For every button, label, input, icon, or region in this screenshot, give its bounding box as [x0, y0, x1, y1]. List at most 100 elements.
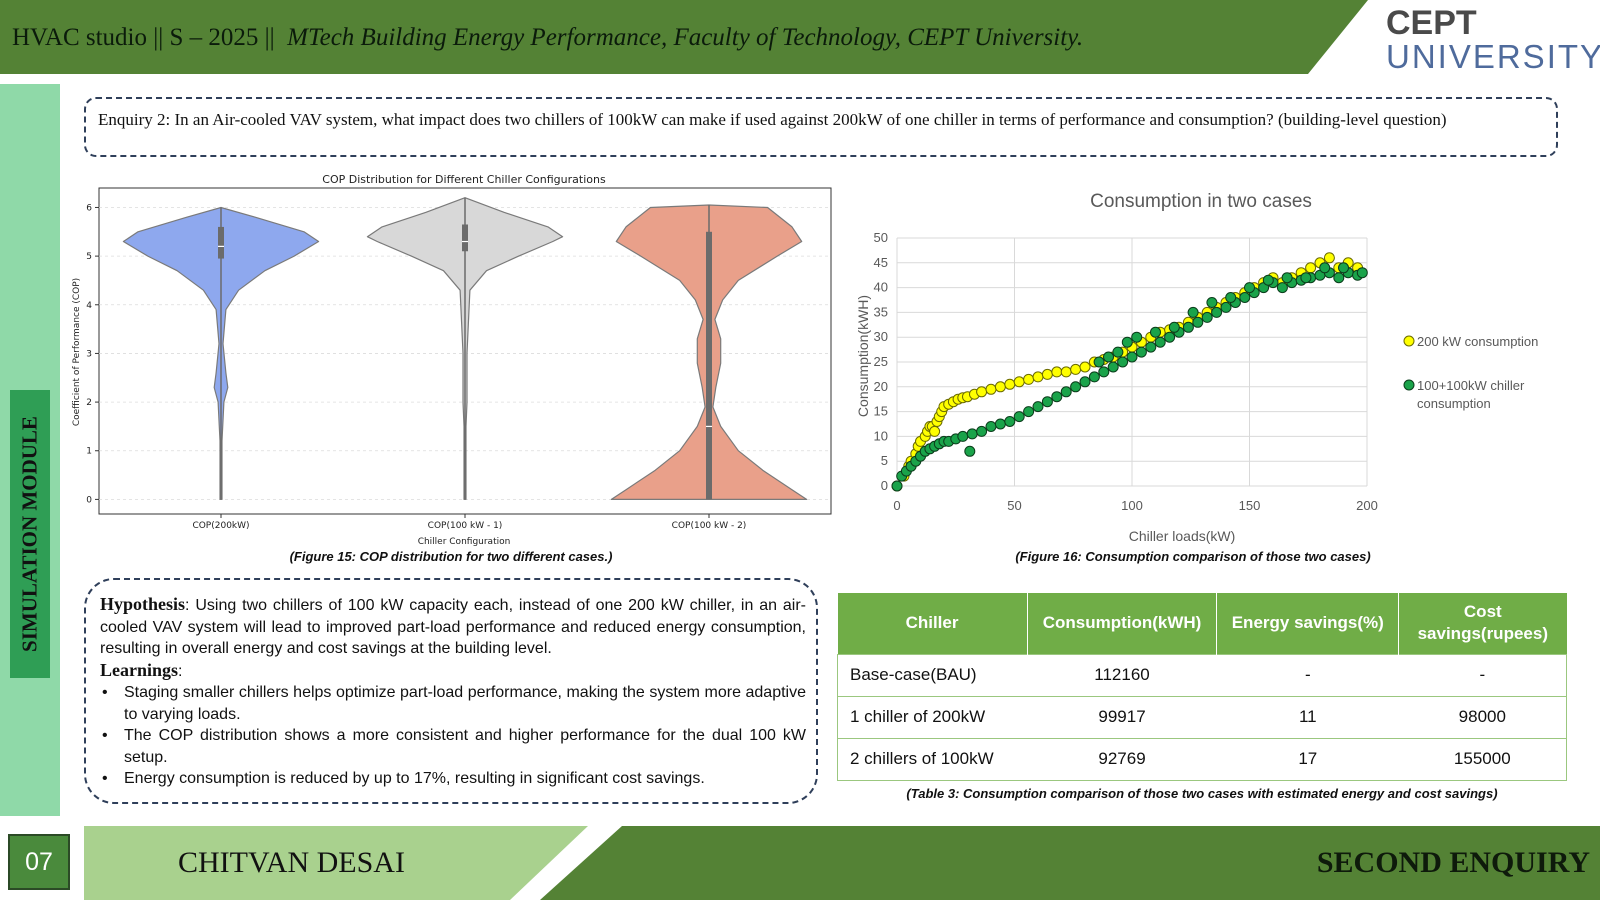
scatter-point-100kw [1168, 321, 1180, 333]
scatter-point-100kw [1103, 351, 1114, 363]
scatter-point-100kw [1004, 416, 1016, 427]
violin-y-axis-label: Coefficient of Performance (COP) [72, 278, 82, 426]
learnings-colon: : [178, 662, 183, 680]
violin-bodies [122, 197, 808, 500]
scatter-point-100kw [1356, 267, 1368, 279]
table-cell: - [1398, 653, 1567, 697]
scatter-x-tick-label: 100 [1121, 498, 1143, 513]
scatter-y-tick-label: 30 [874, 329, 888, 344]
scatter-point-200kw [1004, 378, 1016, 390]
scatter-point-100kw [1060, 386, 1072, 398]
enquiry-box: Enquiry 2: In an Air-cooled VAV system, … [84, 97, 1558, 157]
learning-item: Energy consumption is reduced by up to 1… [100, 768, 806, 790]
learning-item: The COP distribution shows a more consis… [100, 725, 806, 768]
violin-y-tick-label: 4 [86, 301, 92, 311]
hypothesis-label: Hypothesis [100, 594, 186, 614]
consumption-scatter-chart: Consumption in two cases 0 5 10 15 20 25 30 35 4… [855, 191, 1538, 544]
module-label: SIMULATION MODULE [17, 416, 42, 652]
scatter-point-100kw [1126, 351, 1138, 363]
table-row: 2 chillers of 100kW 92769 17 155000 [837, 737, 1567, 781]
logo-line-1: CEPT [1386, 4, 1477, 42]
scatter-legend: 200 kW consumption 100+100kW chiller con… [1403, 334, 1538, 411]
scatter-point-100kw [1244, 282, 1255, 294]
scatter-point-100kw [891, 480, 903, 492]
figure-15-caption: (Figure 15: COP distribution for two dif… [289, 549, 613, 564]
header-band [0, 0, 1368, 74]
scatter-point-100kw [1333, 272, 1345, 284]
module-label-box: SIMULATION MODULE [10, 390, 50, 678]
author-name: CHITVAN DESAI [178, 846, 405, 879]
scatter-point-200kw [1041, 368, 1053, 380]
legend-label-200kw: 200 kW consumption [1417, 334, 1538, 349]
scatter-point-100kw [1211, 306, 1223, 318]
scatter-point-200kw [929, 425, 941, 437]
violin-x-ticks: COP(200kW) COP(100 kW - 1) COP(100 kW - 2) [192, 514, 746, 531]
scatter-point-200kw [1305, 262, 1317, 274]
legend-label-100kw-line1: 100+100kW chiller [1417, 378, 1525, 393]
violin-chart-title: COP Distribution for Different Chiller C… [322, 173, 606, 186]
violin-box-3 [706, 231, 712, 500]
scatter-point-100kw [1154, 336, 1166, 348]
scatter-point-100kw [1206, 297, 1218, 308]
scatter-point-100kw [985, 421, 997, 432]
table-cell: 92769 [1027, 737, 1217, 781]
hypothesis-paragraph: Hypothesis: Using two chillers of 100 kW… [100, 594, 806, 660]
scatter-point-100kw [1135, 346, 1147, 358]
scatter-y-axis-label: Consumption(kWH) [855, 295, 871, 417]
table-cell: 98000 [1398, 695, 1567, 739]
scatter-x-tick-label: 200 [1356, 498, 1378, 513]
scatter-point-100kw [1276, 282, 1288, 294]
scatter-chart-title: Consumption in two cases [1090, 191, 1312, 212]
table-cell: 11 [1216, 695, 1399, 739]
scatter-point-100kw [1107, 361, 1119, 373]
scatter-point-100kw [964, 445, 976, 457]
legend-label-100kw: 100+100kW chiller consumption [1417, 378, 1528, 411]
course-label: HVAC studio || S – 2025 || [12, 24, 275, 51]
column-header-cost-savings: Cost savings(rupees) [1398, 593, 1567, 654]
scatter-y-ticks: 0 5 10 15 20 25 30 35 40 45 50 [874, 230, 888, 493]
scatter-point-200kw [1079, 361, 1091, 373]
violin-y-tick-label: 3 [86, 349, 92, 359]
column-header-consumption: Consumption(kWH) [1027, 593, 1218, 654]
learnings-heading: Learnings: [100, 660, 806, 683]
scatter-x-tick-label: 50 [1007, 498, 1021, 513]
scatter-point-100kw [1201, 311, 1213, 323]
violin-y-tick-label: 0 [86, 495, 92, 505]
scatter-point-100kw [1262, 274, 1274, 286]
violin-y-tick-label: 6 [86, 203, 92, 213]
section-title: SECOND ENQUIRY [1316, 846, 1590, 879]
violin-x-tick-label: COP(200kW) [192, 521, 249, 531]
scatter-point-200kw [976, 386, 988, 398]
scatter-point-100kw [1239, 292, 1251, 303]
side-bar: SIMULATION MODULE [0, 84, 60, 816]
scatter-point-100kw [994, 418, 1006, 430]
learnings-label: Learnings [100, 659, 179, 680]
scatter-point-100kw [1187, 306, 1199, 318]
scatter-x-tick-label: 150 [1239, 498, 1261, 513]
table-row: 1 chiller of 200kW 99917 11 98000 [837, 695, 1567, 739]
scatter-point-100kw [1164, 331, 1176, 343]
violin-x-tick-label: COP(100 kW - 1) [428, 521, 503, 531]
cop-violin-chart: COP Distribution for Different Chiller C… [72, 173, 832, 547]
scatter-point-100kw [1079, 376, 1091, 388]
scatter-point-100kw [1051, 391, 1063, 403]
scatter-x-tick-label: 0 [893, 498, 900, 513]
table-cell: 2 chillers of 100kW [837, 737, 1028, 781]
violin-y-tick-label: 1 [86, 447, 92, 457]
scatter-point-100kw [1145, 341, 1157, 353]
table-cell: 155000 [1398, 737, 1567, 781]
violin-y-ticks: 0 1 2 3 4 5 6 [86, 203, 99, 505]
learnings-list: Staging smaller chillers helps optimize … [100, 682, 806, 790]
consumption-savings-table: Chiller Consumption(kWH) Energy savings(… [837, 593, 1567, 781]
table-cell: - [1216, 653, 1399, 697]
header-green-band [0, 0, 1368, 74]
scatter-point-100kw [1032, 401, 1044, 413]
scatter-point-100kw [1041, 396, 1053, 408]
scatter-point-100kw [1192, 316, 1204, 328]
scatter-point-200kw [1060, 366, 1072, 378]
column-header-energy-savings: Energy savings(%) [1216, 593, 1400, 654]
logo-line-2: UNIVERSITY [1386, 38, 1600, 75]
page-header: HVAC studio || S – 2025 || MTech Buildin… [0, 0, 1600, 75]
scatter-y-tick-label: 25 [874, 354, 888, 369]
scatter-point-100kw [1225, 292, 1237, 303]
